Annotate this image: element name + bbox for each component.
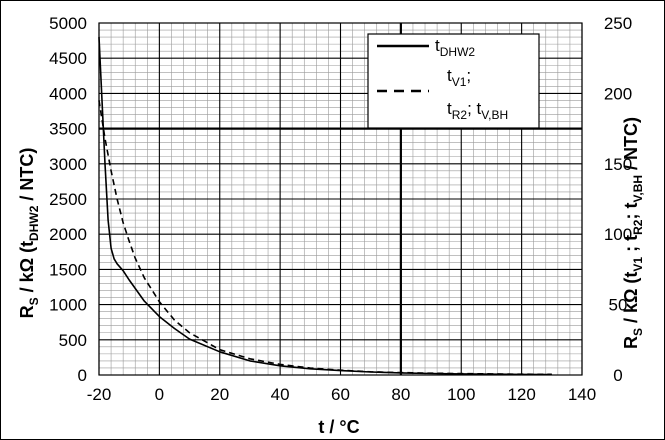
tick-labels: -20 0 20 40 60 80 100 120 1400500100015002000250…	[49, 14, 632, 404]
y-axis-right-label: RS / kΩ (tV1 ; tR2; tV,BH / NTC)	[621, 117, 645, 349]
y-right-tick-label: 0	[613, 366, 622, 385]
y-right-tick-label: 200	[604, 84, 632, 103]
x-tick-label: 40	[271, 385, 290, 404]
x-tick-label: -20	[87, 385, 112, 404]
plot-area	[98, 22, 583, 376]
legend-entry-r2-vbh: tR2; tV,BH	[447, 99, 508, 122]
y-right-tick-label: 100	[604, 225, 632, 244]
y-left-tick-label: 0	[78, 366, 87, 385]
x-tick-label: 80	[391, 385, 410, 404]
legend-box	[367, 33, 540, 129]
y-left-tick-label: 3500	[49, 120, 87, 139]
series-line-v1-r2-vbh	[98, 100, 552, 376]
y-left-tick-label: 4000	[49, 84, 87, 103]
y-left-tick-label: 500	[59, 331, 87, 350]
x-tick-label: 20	[210, 385, 229, 404]
y-axis-left-label: RS / kΩ (tDHW2 / NTC)	[17, 148, 41, 319]
y-left-tick-label: 2500	[49, 190, 87, 209]
y-right-tick-label: 150	[604, 155, 632, 174]
y-right-tick-label: 250	[604, 14, 632, 33]
y-left-tick-label: 5000	[49, 14, 87, 33]
x-axis-label: t / °C	[318, 417, 359, 437]
series-layer	[98, 37, 552, 376]
y-left-tick-label: 1500	[49, 260, 87, 279]
legend: tDHW2 tV1; tR2; tV,BH	[367, 33, 540, 129]
x-tick-label: 120	[507, 385, 535, 404]
y-right-tick-label: 50	[609, 296, 628, 315]
x-tick-label: 100	[447, 385, 475, 404]
x-tick-label: 60	[331, 385, 350, 404]
series-line-dhw2	[98, 37, 552, 376]
x-tick-label: 0	[155, 385, 164, 404]
legend-entry-dhw2: tDHW2	[435, 36, 475, 59]
x-tick-label: 140	[568, 385, 596, 404]
y-left-tick-label: 2000	[49, 225, 87, 244]
y-left-tick-label: 4500	[49, 49, 87, 68]
legend-entry-v1: tV1;	[447, 66, 471, 89]
y-left-tick-label: 3000	[49, 155, 87, 174]
y-left-tick-label: 1000	[49, 296, 87, 315]
